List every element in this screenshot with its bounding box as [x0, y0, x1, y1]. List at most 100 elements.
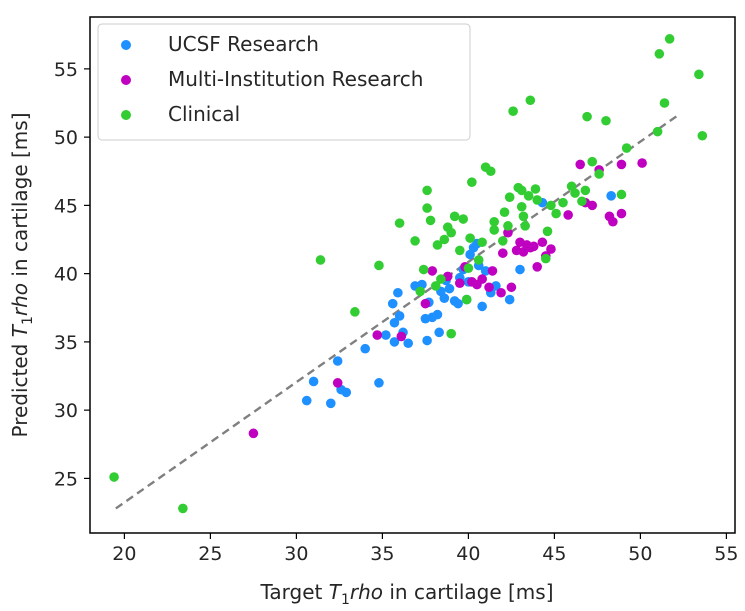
- point-ucsf: [341, 387, 352, 398]
- legend-marker-ucsf: [121, 40, 131, 50]
- point-clinical: [394, 218, 405, 228]
- point-clinical: [694, 69, 704, 80]
- point-clinical: [577, 196, 587, 207]
- point-ucsf: [504, 294, 515, 305]
- point-ucsf: [432, 309, 443, 320]
- point-multi-institution: [498, 248, 508, 258]
- tick-labels: 20 25 30 35 40 45 50 55 25 30 35 40 45 50 55: [54, 59, 739, 565]
- legend-marker-multi-institution: [121, 75, 131, 85]
- point-clinical: [621, 143, 632, 153]
- y-tick-label: 50: [54, 127, 78, 149]
- point-ucsf: [403, 338, 414, 349]
- point-ucsf: [480, 266, 491, 276]
- point-clinical: [422, 185, 432, 196]
- point-clinical: [446, 227, 457, 238]
- point-multi-institution: [248, 428, 259, 439]
- point-ucsf: [444, 283, 455, 294]
- point-multi-institution: [532, 262, 542, 272]
- point-multi-institution: [332, 378, 343, 388]
- point-ucsf: [374, 378, 384, 388]
- x-tick-label: 20: [112, 543, 136, 565]
- point-multi-institution: [587, 200, 598, 211]
- point-clinical: [449, 211, 460, 222]
- point-clinical: [461, 294, 472, 305]
- point-multi-institution: [575, 159, 585, 170]
- point-clinical: [508, 106, 518, 116]
- point-clinical: [530, 184, 541, 194]
- point-clinical: [350, 307, 360, 317]
- plot-frame: [89, 16, 736, 534]
- point-clinical: [503, 221, 513, 231]
- x-tick-label: 35: [370, 543, 394, 565]
- point-clinical: [551, 208, 561, 219]
- x-axis-label: Target T1rho in cartilage [ms]: [259, 580, 553, 608]
- point-clinical: [439, 234, 450, 245]
- point-clinical: [652, 126, 663, 137]
- point-clinical: [541, 253, 551, 264]
- point-clinical: [430, 281, 441, 291]
- point-clinical: [410, 236, 420, 246]
- point-ucsf: [477, 301, 487, 312]
- legend-marker-clinical: [121, 110, 131, 120]
- point-multi-institution: [396, 331, 407, 342]
- identity-dashed-line: [115, 112, 681, 510]
- point-ucsf: [434, 327, 444, 338]
- point-clinical: [542, 226, 553, 237]
- x-tick-label: 40: [456, 543, 480, 565]
- point-clinical: [467, 177, 477, 187]
- point-multi-institution: [420, 298, 431, 309]
- point-ucsf: [301, 395, 312, 406]
- point-clinical: [504, 192, 515, 202]
- point-clinical: [518, 211, 529, 222]
- legend-label-multi-institution: Multi-Institution Research: [168, 67, 423, 91]
- legend: UCSF Research Multi-Institution Research…: [97, 23, 471, 141]
- point-clinical: [489, 216, 500, 227]
- point-ucsf: [387, 298, 398, 309]
- point-multi-institution: [616, 159, 627, 170]
- y-axis-label: Predicted T1rho in cartilage [ms]: [8, 112, 36, 437]
- point-clinical: [499, 207, 510, 218]
- point-ucsf: [394, 311, 405, 321]
- point-clinical: [697, 130, 708, 141]
- point-ucsf: [332, 356, 343, 366]
- point-multi-institution: [528, 241, 539, 252]
- point-clinical: [570, 188, 580, 198]
- point-clinical: [425, 215, 436, 226]
- point-clinical: [582, 111, 592, 122]
- x-tick-label: 30: [284, 543, 308, 565]
- point-multi-institution: [506, 282, 517, 293]
- point-clinical: [516, 201, 527, 212]
- point-clinical: [374, 260, 384, 271]
- point-clinical: [594, 169, 604, 179]
- point-clinical: [664, 34, 675, 44]
- point-clinical: [532, 195, 542, 205]
- point-clinical: [489, 225, 500, 235]
- point-clinical: [465, 233, 475, 243]
- point-clinical: [109, 472, 119, 482]
- point-multi-institution: [637, 158, 647, 168]
- point-clinical: [463, 263, 474, 273]
- identity-line-group: [115, 112, 681, 510]
- point-multi-institution: [496, 287, 506, 298]
- point-clinical: [587, 156, 598, 167]
- point-multi-institution: [484, 282, 494, 293]
- x-tick-label: 50: [628, 543, 652, 565]
- point-multi-institution: [546, 244, 556, 254]
- point-clinical: [458, 214, 469, 224]
- point-ucsf: [453, 298, 463, 309]
- point-ucsf: [439, 293, 450, 304]
- point-clinical: [498, 236, 508, 246]
- y-tick-label: 25: [54, 468, 78, 490]
- point-clinical: [485, 166, 496, 177]
- point-ucsf: [393, 287, 403, 298]
- point-ucsf: [326, 398, 336, 409]
- point-clinical: [520, 221, 530, 231]
- x-tick-label: 25: [198, 543, 222, 565]
- data-points: [109, 34, 708, 514]
- y-tick-label: 45: [54, 195, 78, 217]
- point-clinical: [436, 274, 446, 284]
- point-clinical: [580, 185, 591, 196]
- point-clinical: [546, 200, 556, 211]
- y-tick-label: 40: [54, 264, 78, 286]
